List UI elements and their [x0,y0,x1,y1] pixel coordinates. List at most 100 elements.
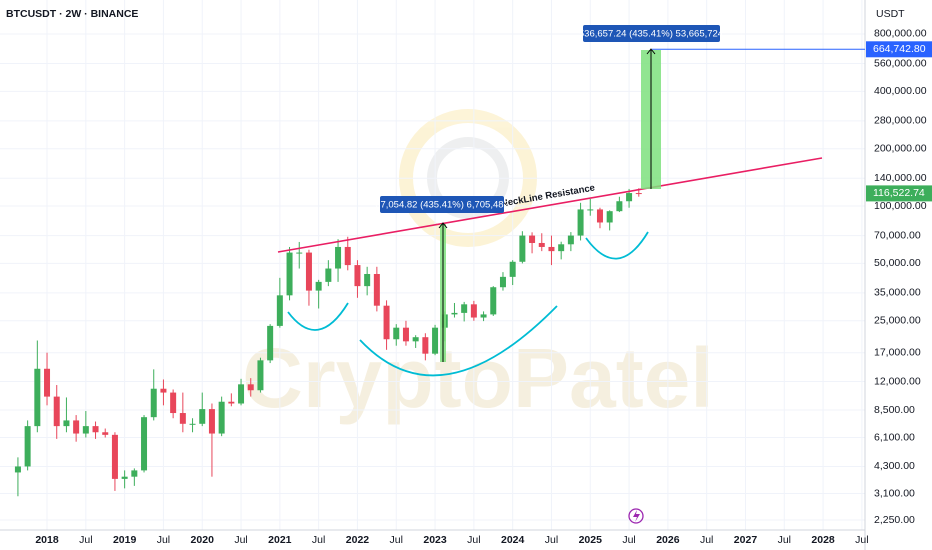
candle-body [24,426,31,467]
y-tick-label: 17,000.00 [874,346,921,358]
candle-body [335,246,342,269]
candle-body [44,368,51,397]
cup-curve [585,231,649,260]
candle-body [499,276,506,288]
measure-label: 536,657.24 (435.41%) 53,665,724 [579,29,723,40]
x-tick-label: Jul [79,534,92,546]
y-tick-label: 35,000.00 [874,287,921,299]
y-tick-label: 3,100.00 [874,487,915,499]
candle-body [616,201,623,212]
x-tick-label: Jul [855,534,868,546]
x-tick-label: Jul [622,534,635,546]
x-tick-label: 2018 [35,534,59,546]
candle-body [606,211,613,223]
candle-body [208,409,215,434]
candle-body [82,426,89,434]
candle-body [218,401,225,434]
x-tick-label: 2021 [268,534,292,546]
x-tick-label: Jul [234,534,247,546]
x-tick-label: 2019 [113,534,137,546]
event-icon[interactable] [628,508,644,524]
candle-body [92,426,99,433]
y-tick-label: 800,000.00 [874,28,927,40]
x-tick-label: Jul [467,534,480,546]
candle-body [150,388,157,418]
candle-body [189,423,196,425]
candle-body [422,337,429,354]
y-tick-label: 200,000.00 [874,142,927,154]
candle-body [131,470,138,477]
y-tick-label: 4,300.00 [874,460,915,472]
candle-body [626,193,633,202]
x-tick-label: Jul [312,534,325,546]
candle-body [296,252,303,254]
price-marker-label: 664,742.80 [873,43,926,55]
x-tick-label: 2027 [734,534,758,546]
axes: 800,000.00 560,000.00 400,000.00 280,000.00… [35,28,932,546]
measure-arrow [438,222,448,229]
candle-body [461,304,468,313]
candle-body [53,396,60,427]
y-tick-label: 140,000.00 [874,172,927,184]
candle-body [325,268,332,282]
candle-body [596,209,603,223]
price-axis [865,0,932,550]
x-tick-label: 2028 [811,534,835,546]
x-tick-label: Jul [778,534,791,546]
price-marker [866,185,932,202]
candle-body [538,242,545,247]
candle-body [558,244,565,252]
event-icon [633,510,640,522]
candle-body [373,273,380,306]
candle-body [529,235,536,243]
measure-label-box [583,25,720,42]
y-tick-label: 6,100.00 [874,431,915,443]
x-tick-label: 2024 [501,534,525,546]
y-tick-label: 560,000.00 [874,57,927,69]
candle-body [267,325,274,361]
candle-body [587,209,594,211]
chart-title: BTCUSDT · 2W · BINANCE [6,8,138,20]
y-tick-label: 280,000.00 [874,115,927,127]
x-tick-label: 2025 [579,534,603,546]
candle-body [228,401,235,404]
y-tick-label: 25,000.00 [874,315,921,327]
candle-body [199,409,206,424]
candle-body [470,304,477,318]
candle-body [315,281,322,291]
candle-body [383,305,390,340]
neckline [277,157,823,253]
candle-body [432,327,439,354]
y-tick-label: 400,000.00 [874,85,927,97]
y-tick-label: 100,000.00 [874,200,927,212]
candle-body [238,384,245,404]
y-tick-label: 12,000.00 [874,375,921,387]
y-tick-label: 70,000.00 [874,229,921,241]
candle-body [567,235,574,245]
candle-body [548,246,555,252]
candle-body [179,413,186,424]
candle-body [34,368,41,427]
x-tick-label: 2023 [423,534,447,546]
y-tick-label: 50,000.00 [874,257,921,269]
x-tick-label: Jul [700,534,713,546]
measure-label-box [380,196,504,213]
candle-body [257,360,264,391]
drawings: NeckLine Resistance 67,054.82 (435.41%) … [277,25,823,524]
candle-body [276,295,283,326]
candle-body [160,388,167,393]
candle-body [111,434,118,479]
x-tick-label: 2022 [346,534,370,546]
candle-body [509,261,516,277]
candle-body [451,312,458,315]
x-tick-label: 2026 [656,534,680,546]
candle-body [73,420,80,434]
candle-body [393,327,400,340]
candle-body [247,384,254,391]
candle-body [354,265,361,287]
candle-body [141,417,148,471]
candle-body [102,432,109,435]
x-tick-label: Jul [545,534,558,546]
candle-body [480,314,487,318]
candle-body [63,420,70,427]
